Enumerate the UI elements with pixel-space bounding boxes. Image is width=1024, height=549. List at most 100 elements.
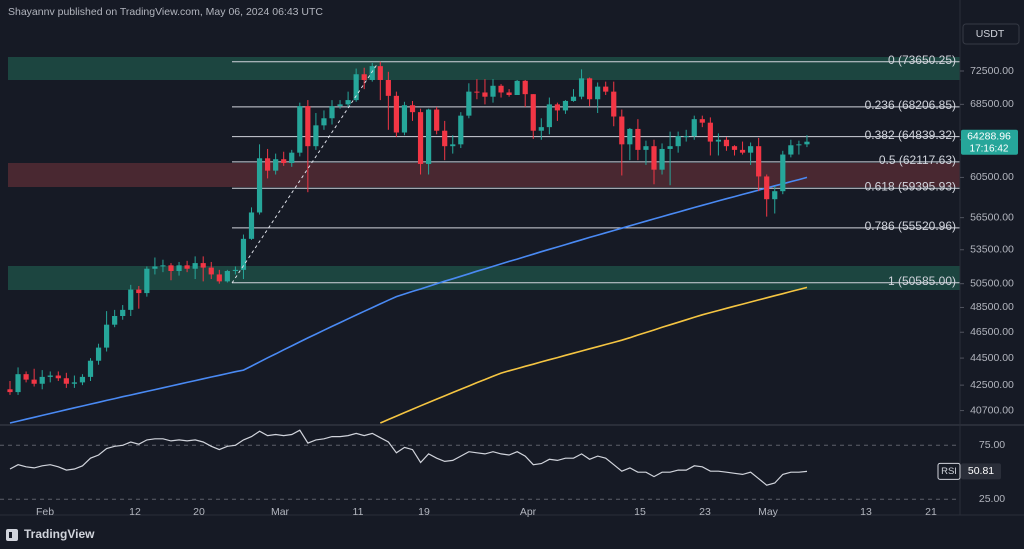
attribution: Shayannv published on TradingView.com, M… (8, 6, 323, 18)
footer-brand: TradingView (24, 527, 95, 541)
candle-body (15, 374, 21, 393)
x-tick-label: 20 (193, 506, 205, 518)
candle-body (7, 389, 13, 393)
candle-body (128, 289, 134, 310)
y-tick-label: 46500.00 (970, 326, 1014, 338)
candle-body (240, 238, 247, 270)
candle-body (756, 146, 762, 177)
x-tick-label: Apr (520, 506, 537, 518)
candle-body (369, 66, 375, 80)
candle-body (699, 119, 705, 123)
price-tag-countdown: 17:16:42 (970, 143, 1009, 154)
y-tick-label: 25.00 (979, 493, 1005, 505)
candle-body (788, 145, 794, 155)
candle-body (562, 100, 569, 111)
candle-body (780, 154, 786, 192)
candle-body (265, 158, 271, 171)
candle-body (675, 136, 681, 147)
candle-body (482, 92, 488, 97)
fib-trend-line (231, 62, 379, 284)
candle-body (39, 376, 45, 384)
fib-level-label: 0.382 (64839.32) (865, 128, 956, 142)
candle-body (538, 127, 544, 131)
main-pane: 0 (73650.25) 0.236 (68206.85) 0.382 (64839… (7, 53, 960, 424)
candle-body (506, 92, 512, 96)
fib-level-label: 0 (73650.25) (888, 53, 956, 67)
candle-body (426, 109, 432, 164)
candle-body (530, 94, 536, 131)
candle-body (337, 104, 343, 107)
candle-body (248, 212, 255, 239)
candle-body (401, 105, 408, 133)
candle-body (208, 267, 214, 275)
candle-body (707, 122, 713, 142)
moving-average (9, 176, 808, 424)
candle-body (417, 112, 424, 164)
candle-body (635, 128, 641, 150)
time-axis: Feb 12 20 Mar 11 19 Apr 15 23 May 13 21 (36, 506, 937, 518)
rsi-value-tag (961, 463, 1001, 480)
candle-body (546, 104, 552, 128)
currency-button[interactable] (962, 23, 1020, 45)
x-tick-label: 11 (353, 506, 364, 518)
footer-logo: TradingView (6, 527, 95, 541)
y-tick-label: 72500.00 (970, 65, 1014, 77)
candle-body (474, 91, 480, 93)
candle-body (305, 106, 311, 147)
candle-body (409, 105, 416, 113)
candle-body (112, 316, 118, 325)
candle-body (31, 379, 37, 384)
x-tick-label: Feb (36, 506, 54, 518)
candle-body (490, 85, 496, 97)
candle-body (434, 109, 440, 131)
candle-body (329, 106, 335, 119)
candle-body (442, 130, 448, 147)
y-tick-label: 40700.00 (970, 404, 1014, 416)
candle-body (651, 146, 657, 170)
x-tick-label: 13 (860, 506, 872, 518)
candle-body (200, 263, 206, 268)
candle-body (683, 136, 689, 138)
candle-body (764, 176, 770, 200)
candle-body (611, 91, 617, 117)
candle-body (120, 309, 126, 317)
x-tick-label: 15 (634, 506, 646, 518)
candle-body (168, 265, 174, 272)
candle-body (297, 106, 303, 153)
candle-body (79, 376, 86, 383)
candle-body (385, 79, 391, 96)
candle-body (522, 80, 528, 95)
y-tick-label: 60500.00 (970, 171, 1014, 183)
candle-body (273, 159, 279, 171)
candle-body (184, 265, 190, 269)
candle-body (570, 96, 577, 101)
candle-body (23, 374, 29, 380)
supply-zone (8, 163, 960, 187)
fib-level-label: 0.5 (62117.63) (879, 153, 956, 167)
candle-body (514, 80, 520, 96)
candle-body (458, 115, 464, 145)
rsi-name: RSI (941, 466, 957, 477)
rsi-line (9, 429, 808, 486)
candle-body (313, 125, 319, 147)
candle-body (578, 78, 585, 97)
candle-body (176, 265, 182, 272)
candle-body (47, 375, 53, 377)
fib-level-label: 0.618 (59395.93) (865, 179, 956, 193)
price-tag (961, 129, 1018, 155)
y-tick-label: 44500.00 (970, 352, 1014, 364)
candle-body (804, 141, 810, 145)
currency-label[interactable]: USDT (976, 28, 1005, 40)
x-tick-label: 23 (699, 506, 711, 518)
y-tick-label: 50500.00 (970, 277, 1014, 289)
candle-body (216, 274, 222, 282)
fib-level-label: 0.236 (68206.85) (865, 98, 956, 112)
fib-level-label: 1 (50585.00) (888, 274, 956, 288)
candle-body (224, 271, 230, 282)
x-tick-label: May (758, 506, 779, 518)
candle-body (691, 119, 697, 137)
candle-body (627, 128, 633, 145)
candle-body (192, 263, 198, 269)
price-tag-value: 64288.96 (967, 130, 1011, 142)
